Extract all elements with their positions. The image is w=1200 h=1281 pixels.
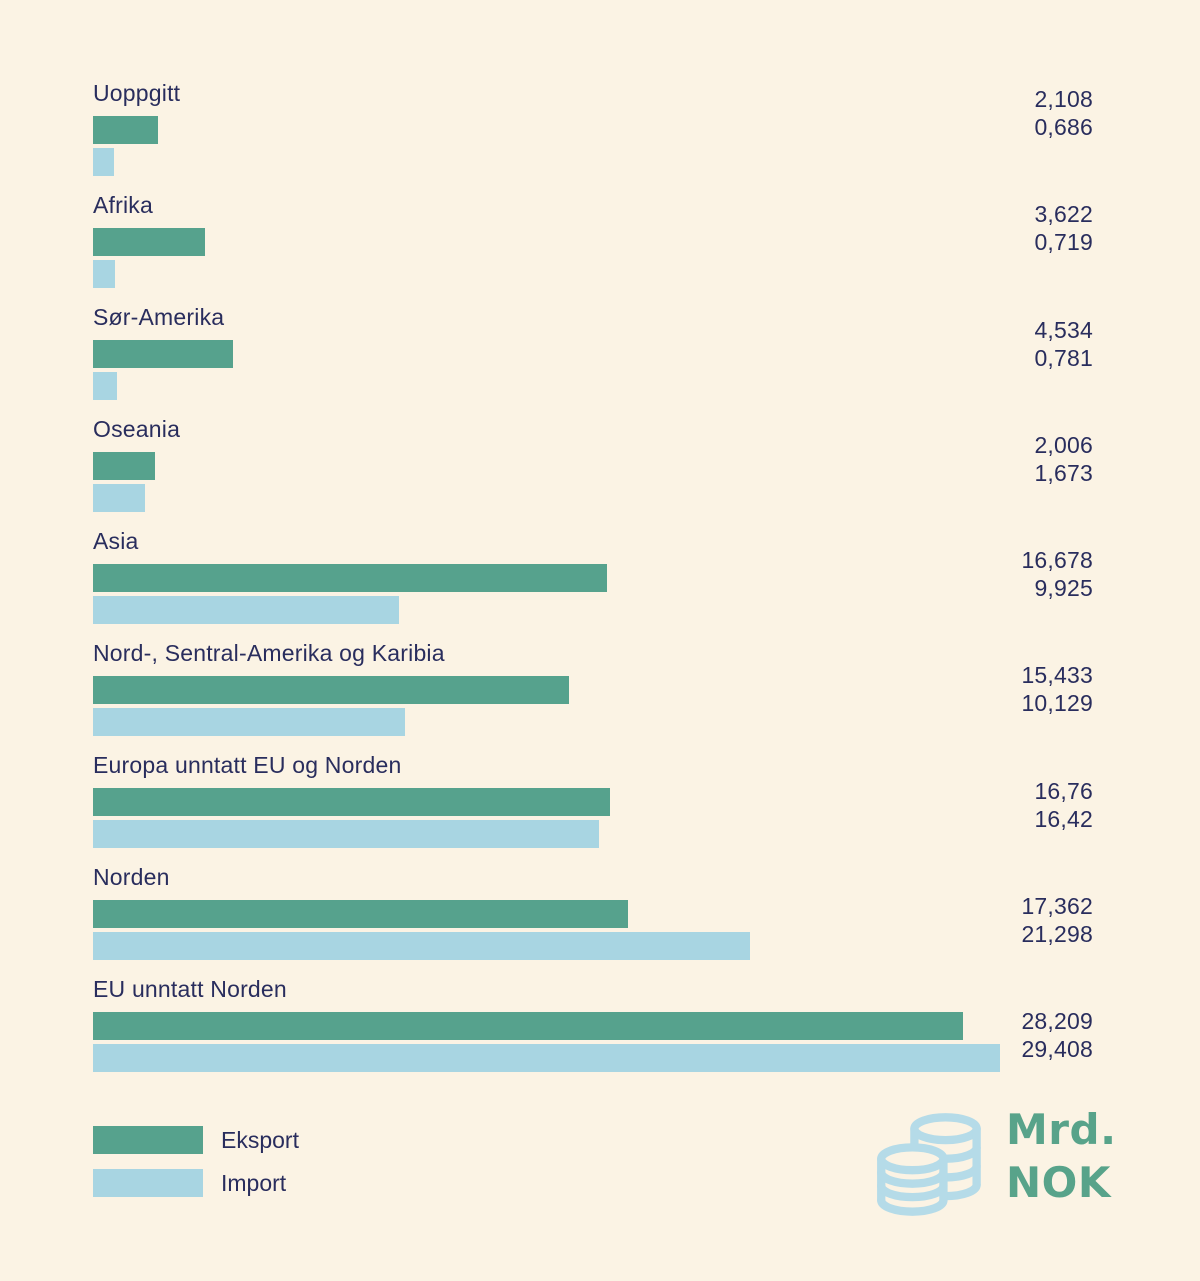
eksport-bar [93, 788, 610, 816]
coin-stack-front [877, 1143, 948, 1216]
unit-label-line1: Mrd. [1006, 1105, 1117, 1154]
legend: Eksport Import [93, 1126, 299, 1212]
import-bar [93, 820, 599, 848]
legend-eksport-label: Eksport [221, 1127, 299, 1153]
category-label: Norden [93, 864, 170, 890]
unit-label: Mrd. NOK [1006, 1103, 1117, 1209]
eksport-value: 17,362 [1021, 892, 1093, 919]
eksport-value: 2,108 [1034, 86, 1093, 112]
legend-import-label: Import [221, 1170, 287, 1196]
eksport-bar [93, 228, 205, 256]
value-labels: 2,006 1,673 [1034, 431, 1093, 487]
eksport-bar [93, 564, 607, 592]
category-row: Sør-Amerika 4,534 0,781 [93, 304, 1093, 400]
unit-label-line2: NOK [1006, 1158, 1111, 1207]
import-bar [93, 932, 750, 960]
eksport-value: 4,534 [1034, 316, 1093, 343]
legend-import-swatch [93, 1169, 203, 1197]
category-row: Afrika 3,622 0,719 [93, 192, 1093, 288]
eksport-bar [93, 116, 158, 144]
import-value: 1,673 [1034, 459, 1093, 486]
import-bar [93, 596, 399, 624]
category-label: Nord-, Sentral-Amerika og Karibia [93, 640, 445, 666]
eksport-bar [93, 340, 233, 368]
eksport-value: 28,209 [1021, 1008, 1093, 1034]
import-value: 0,781 [1034, 344, 1093, 371]
import-value: 29,408 [1021, 1036, 1093, 1062]
category-row: Asia 16,678 9,925 [93, 528, 1093, 624]
import-bar [93, 148, 114, 176]
category-row: EU unntatt Norden 28,209 29,408 [93, 976, 1093, 1072]
legend-row-eksport: Eksport [93, 1126, 299, 1154]
import-bar [93, 708, 405, 736]
category-row: Uoppgitt 2,108 0,686 [93, 80, 1093, 176]
eksport-value: 15,433 [1021, 662, 1093, 689]
value-labels: 15,433 10,129 [1021, 661, 1093, 717]
category-label: Asia [93, 528, 139, 554]
import-bar [93, 1044, 1000, 1072]
category-row: Norden 17,362 21,298 [93, 864, 1093, 960]
import-value: 21,298 [1021, 920, 1093, 947]
category-label: EU unntatt Norden [93, 976, 287, 1002]
category-row: Oseania 2,006 1,673 [93, 416, 1093, 512]
eksport-bar [93, 452, 155, 480]
import-value: 9,925 [1034, 575, 1093, 601]
import-value: 0,719 [1034, 229, 1093, 256]
eksport-value: 2,006 [1034, 431, 1093, 458]
category-label: Oseania [93, 416, 181, 442]
eksport-bar [93, 900, 628, 928]
coins-icon [877, 1113, 981, 1216]
value-labels: 16,678 9,925 [1021, 546, 1093, 602]
unit-logo: Mrd. NOK [872, 1103, 1117, 1221]
value-labels: 4,534 0,781 [1034, 316, 1093, 372]
value-labels: 3,622 0,719 [1034, 200, 1093, 256]
value-labels: 28,209 29,408 [1021, 1007, 1093, 1063]
eksport-bar [93, 1012, 963, 1040]
eksport-bar [93, 676, 569, 704]
category-label: Afrika [93, 192, 153, 218]
eksport-value: 16,76 [1034, 777, 1093, 804]
legend-row-import: Import [93, 1169, 299, 1197]
import-bar [93, 260, 115, 288]
eksport-value: 16,678 [1021, 547, 1093, 573]
legend-eksport-swatch [93, 1126, 203, 1154]
chart-rows: Uoppgitt 2,108 0,686 Afrika 3,622 0,719 … [93, 80, 1093, 1072]
value-labels: 16,76 16,42 [1034, 777, 1093, 833]
import-value: 16,42 [1034, 805, 1093, 832]
import-value: 10,129 [1021, 690, 1093, 717]
import-value: 0,686 [1034, 114, 1093, 140]
import-bar [93, 484, 145, 512]
category-label: Europa unntatt EU og Norden [93, 752, 402, 778]
category-label: Uoppgitt [93, 80, 181, 106]
category-row: Europa unntatt EU og Norden 16,76 16,42 [93, 752, 1093, 848]
value-labels: 2,108 0,686 [1034, 85, 1093, 141]
eksport-value: 3,622 [1034, 201, 1093, 228]
category-row: Nord-, Sentral-Amerika og Karibia 15,433… [93, 640, 1093, 736]
category-label: Sør-Amerika [93, 304, 225, 330]
value-labels: 17,362 21,298 [1021, 892, 1093, 948]
import-bar [93, 372, 117, 400]
